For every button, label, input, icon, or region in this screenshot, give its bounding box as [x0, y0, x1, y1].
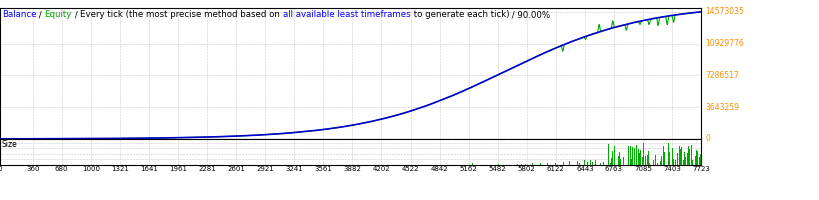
Text: Balance: Balance: [2, 10, 36, 19]
Text: 14573035: 14573035: [704, 7, 743, 16]
Text: 0: 0: [704, 134, 709, 143]
Text: /: /: [72, 10, 80, 19]
Text: Equity: Equity: [44, 10, 72, 19]
Text: / 90.00%: / 90.00%: [509, 10, 550, 19]
Text: Size: Size: [2, 140, 17, 149]
Text: Every tick (the most precise method based on: Every tick (the most precise method base…: [80, 10, 283, 19]
Text: to generate each tick): to generate each tick): [410, 10, 509, 19]
Text: /: /: [36, 10, 44, 19]
Text: 10929776: 10929776: [704, 39, 743, 48]
Text: 3643259: 3643259: [704, 103, 738, 112]
Text: 7286517: 7286517: [704, 71, 738, 80]
Text: all available least timeframes: all available least timeframes: [283, 10, 410, 19]
